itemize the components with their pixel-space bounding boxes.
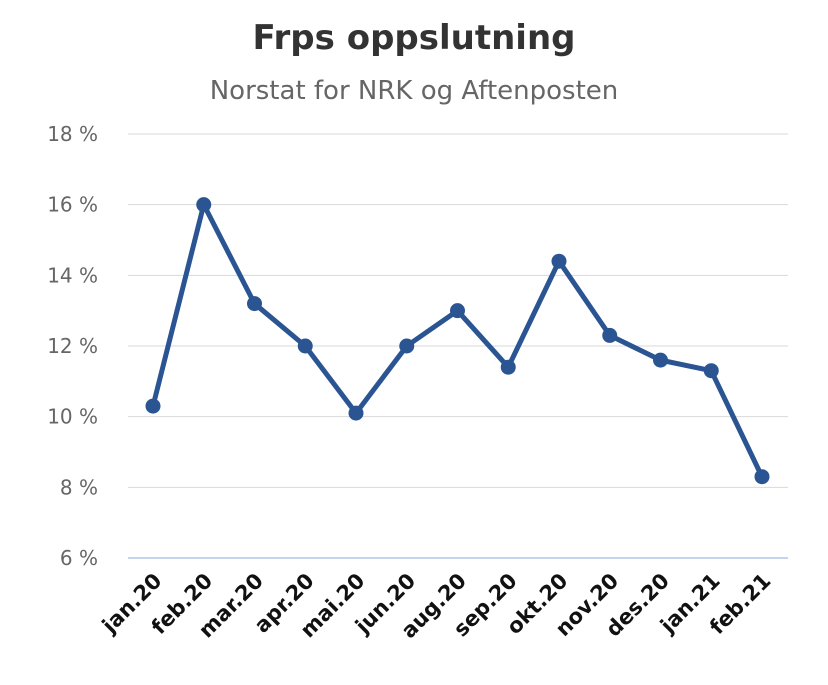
y-tick-label: 18 % — [47, 122, 98, 146]
y-tick-label: 10 % — [47, 405, 98, 429]
data-point — [551, 253, 567, 269]
series-line — [150, 202, 765, 480]
data-point — [348, 405, 364, 421]
data-point — [602, 327, 618, 343]
data-point — [653, 352, 668, 368]
data-point — [500, 359, 516, 375]
chart-title: Frps oppslutning — [252, 18, 576, 58]
x-axis-ticks: jan.20feb.20mar.20apr.20mai.20jun.20aug.… — [97, 569, 776, 644]
y-tick-label: 8 % — [60, 475, 98, 499]
series-line-path — [150, 202, 765, 480]
data-points — [145, 197, 770, 485]
data-point — [703, 363, 719, 379]
chart-subtitle: Norstat for NRK og Aftenposten — [209, 76, 619, 106]
data-point — [399, 338, 415, 354]
y-tick-label: 14 % — [47, 263, 98, 287]
gridlines — [128, 133, 788, 559]
data-point — [196, 197, 212, 213]
y-axis-ticks: 6 % 8 % 10 % 12 % 14 % 16 % 18 % — [47, 122, 98, 570]
data-point — [297, 338, 313, 354]
y-tick-label: 12 % — [47, 334, 98, 358]
data-point — [450, 303, 465, 319]
data-point — [754, 469, 770, 485]
y-tick-label: 6 % — [60, 546, 98, 570]
data-point — [145, 398, 161, 414]
y-tick-label: 16 % — [47, 193, 98, 217]
data-point — [247, 296, 262, 312]
